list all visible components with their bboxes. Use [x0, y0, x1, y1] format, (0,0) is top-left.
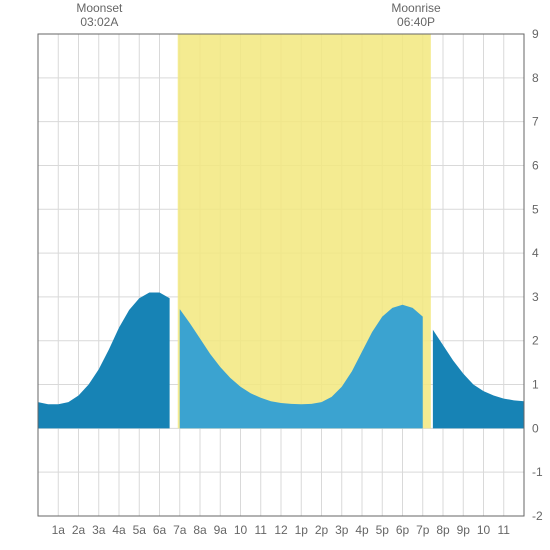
svg-text:12: 12 [274, 523, 288, 537]
svg-text:5: 5 [532, 202, 539, 216]
svg-text:4p: 4p [355, 523, 369, 537]
svg-text:3: 3 [532, 290, 539, 304]
svg-text:-2: -2 [532, 509, 543, 523]
svg-text:Moonset: Moonset [76, 1, 123, 15]
svg-text:7a: 7a [173, 523, 187, 537]
svg-text:4: 4 [532, 246, 539, 260]
svg-text:7: 7 [532, 115, 539, 129]
svg-text:2: 2 [532, 334, 539, 348]
svg-text:3a: 3a [92, 523, 106, 537]
svg-text:06:40P: 06:40P [397, 15, 435, 29]
tide-chart: -2-101234567891a2a3a4a5a6a7a8a9a1011121p… [0, 0, 550, 550]
svg-text:2a: 2a [72, 523, 86, 537]
svg-text:8p: 8p [436, 523, 450, 537]
svg-text:9p: 9p [457, 523, 471, 537]
svg-text:5p: 5p [376, 523, 390, 537]
chart-svg: -2-101234567891a2a3a4a5a6a7a8a9a1011121p… [0, 0, 550, 550]
svg-text:6a: 6a [153, 523, 167, 537]
svg-text:8: 8 [532, 71, 539, 85]
svg-text:Moonrise: Moonrise [391, 1, 441, 15]
svg-text:1a: 1a [52, 523, 66, 537]
svg-text:9: 9 [532, 27, 539, 41]
svg-text:-1: -1 [532, 465, 543, 479]
svg-text:03:02A: 03:02A [80, 15, 118, 29]
svg-text:1: 1 [532, 378, 539, 392]
svg-text:2p: 2p [315, 523, 329, 537]
svg-text:3p: 3p [335, 523, 349, 537]
svg-text:6p: 6p [396, 523, 410, 537]
svg-text:4a: 4a [112, 523, 126, 537]
svg-text:8a: 8a [193, 523, 207, 537]
svg-text:0: 0 [532, 421, 539, 435]
svg-text:1p: 1p [295, 523, 309, 537]
svg-text:5a: 5a [133, 523, 147, 537]
svg-text:6: 6 [532, 158, 539, 172]
svg-text:7p: 7p [416, 523, 430, 537]
svg-text:10: 10 [477, 523, 491, 537]
svg-text:11: 11 [498, 523, 511, 537]
svg-text:10: 10 [234, 523, 248, 537]
svg-text:11: 11 [255, 523, 268, 537]
svg-text:9a: 9a [214, 523, 228, 537]
